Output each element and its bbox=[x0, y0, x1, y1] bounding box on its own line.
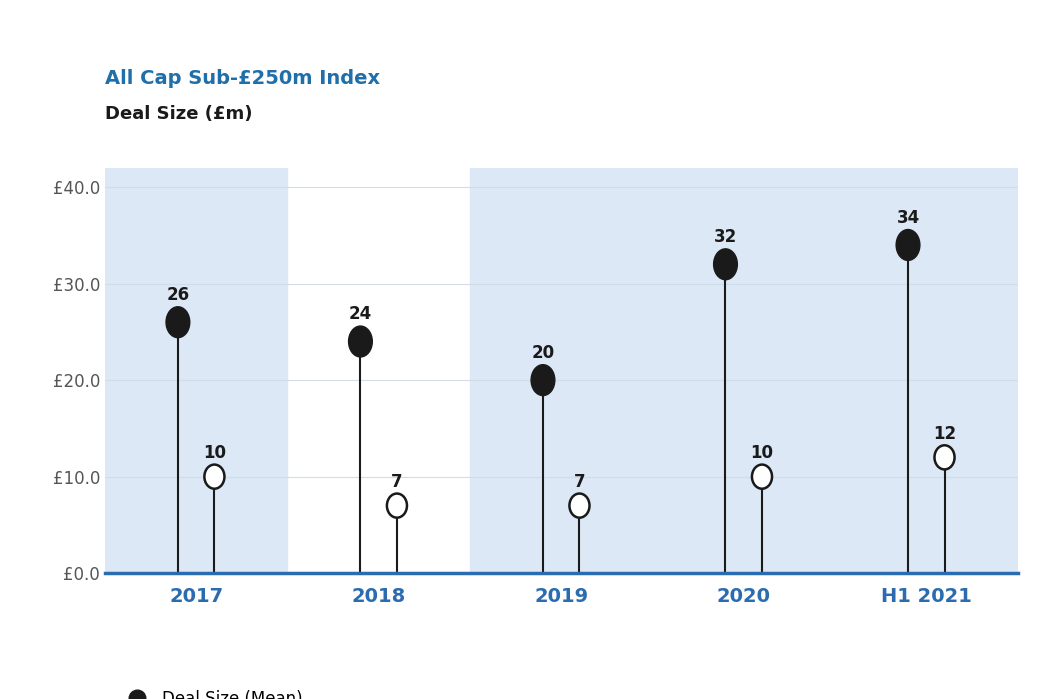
Bar bbox=[470, 168, 652, 573]
Legend: Deal Size (Mean), Deal Size (Median): Deal Size (Mean), Deal Size (Median) bbox=[113, 683, 324, 699]
Text: 7: 7 bbox=[391, 473, 403, 491]
Ellipse shape bbox=[387, 493, 407, 518]
Ellipse shape bbox=[896, 229, 920, 261]
Ellipse shape bbox=[348, 326, 372, 357]
Text: 24: 24 bbox=[349, 305, 372, 323]
Ellipse shape bbox=[205, 465, 224, 489]
Text: 20: 20 bbox=[532, 344, 555, 362]
Ellipse shape bbox=[531, 365, 555, 396]
Bar bbox=[835, 168, 1018, 573]
Ellipse shape bbox=[752, 465, 772, 489]
Ellipse shape bbox=[570, 493, 590, 518]
Text: 10: 10 bbox=[750, 444, 773, 462]
Ellipse shape bbox=[935, 445, 955, 470]
Bar bbox=[652, 168, 835, 573]
Ellipse shape bbox=[166, 307, 190, 338]
Text: 7: 7 bbox=[574, 473, 585, 491]
Text: All Cap Sub-£250m Index: All Cap Sub-£250m Index bbox=[105, 69, 380, 88]
Text: 12: 12 bbox=[933, 425, 956, 443]
Text: 32: 32 bbox=[714, 228, 737, 246]
Text: 34: 34 bbox=[897, 208, 920, 226]
Bar bbox=[105, 168, 287, 573]
Text: Deal Size (£m): Deal Size (£m) bbox=[105, 105, 253, 123]
Ellipse shape bbox=[713, 249, 737, 280]
Text: 10: 10 bbox=[202, 444, 226, 462]
Text: 26: 26 bbox=[167, 286, 190, 304]
